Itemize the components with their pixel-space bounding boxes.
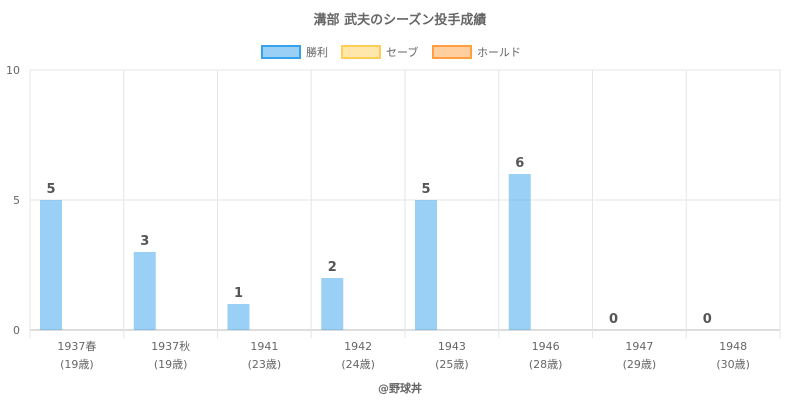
bar-4[interactable] bbox=[321, 278, 344, 330]
bar-5[interactable] bbox=[415, 200, 437, 330]
bar-2[interactable] bbox=[133, 252, 156, 330]
data-label-3: 1 bbox=[234, 286, 243, 301]
x-tick-label-2: 1937秋 bbox=[151, 339, 190, 353]
data-label-8: 0 bbox=[703, 312, 712, 327]
data-label-5: 5 bbox=[421, 182, 430, 197]
legend-label-3: ホールド bbox=[477, 46, 521, 59]
x-tick-label-6: 1946 bbox=[532, 340, 560, 353]
x-tick-age-1: (19歳) bbox=[60, 358, 94, 371]
x-tick-label-8: 1948 bbox=[719, 340, 747, 353]
chart-title: 溝部 武夫のシーズン投手成績 bbox=[314, 12, 487, 28]
data-label-6: 6 bbox=[515, 156, 524, 171]
data-labels: 5 3 1 2 5 6 0 0 bbox=[46, 156, 711, 327]
x-tick-age-8: (30歳) bbox=[716, 358, 750, 371]
bar-3[interactable] bbox=[227, 304, 250, 330]
bar-6[interactable] bbox=[508, 174, 531, 330]
x-tick-label-5: 1943 bbox=[438, 340, 466, 353]
legend-swatch-1[interactable] bbox=[261, 45, 301, 59]
x-tick-age-5: (25歳) bbox=[435, 358, 469, 371]
y-tick-label-1: 5 bbox=[13, 194, 20, 207]
x-tick-age-3: (23歳) bbox=[248, 358, 282, 371]
legend-label-2: セーブ bbox=[386, 45, 418, 59]
x-tick-label-3: 1941 bbox=[250, 340, 278, 353]
legend-label-1: 勝利 bbox=[306, 45, 328, 59]
grid bbox=[29, 69, 781, 338]
x-tick-age-6: (28歳) bbox=[529, 358, 563, 371]
x-tick-age-7: (29歳) bbox=[623, 358, 657, 371]
data-label-1: 5 bbox=[46, 182, 55, 197]
bars bbox=[40, 174, 531, 330]
x-tick-label-7: 1947 bbox=[625, 340, 653, 353]
axes: 05101937春(19歳)1937秋(19歳)1941(23歳)1942(24… bbox=[6, 64, 750, 371]
bar-1[interactable] bbox=[40, 200, 62, 330]
x-tick-label-1: 1937春 bbox=[57, 340, 96, 353]
legend-swatch-2[interactable] bbox=[341, 45, 381, 59]
data-label-4: 2 bbox=[328, 260, 337, 275]
data-label-7: 0 bbox=[609, 312, 618, 327]
x-tick-age-4: (24歳) bbox=[341, 358, 375, 371]
y-tick-label-0: 0 bbox=[13, 324, 20, 337]
y-tick-label-2: 10 bbox=[6, 64, 20, 77]
credit-text: @野球丼 bbox=[378, 381, 422, 395]
legend-swatch-3[interactable] bbox=[432, 45, 472, 59]
legend: 勝利 セーブ ホールド bbox=[261, 45, 521, 59]
x-tick-age-2: (19歳) bbox=[154, 358, 188, 371]
x-tick-label-4: 1942 bbox=[344, 340, 372, 353]
data-label-2: 3 bbox=[140, 234, 149, 249]
